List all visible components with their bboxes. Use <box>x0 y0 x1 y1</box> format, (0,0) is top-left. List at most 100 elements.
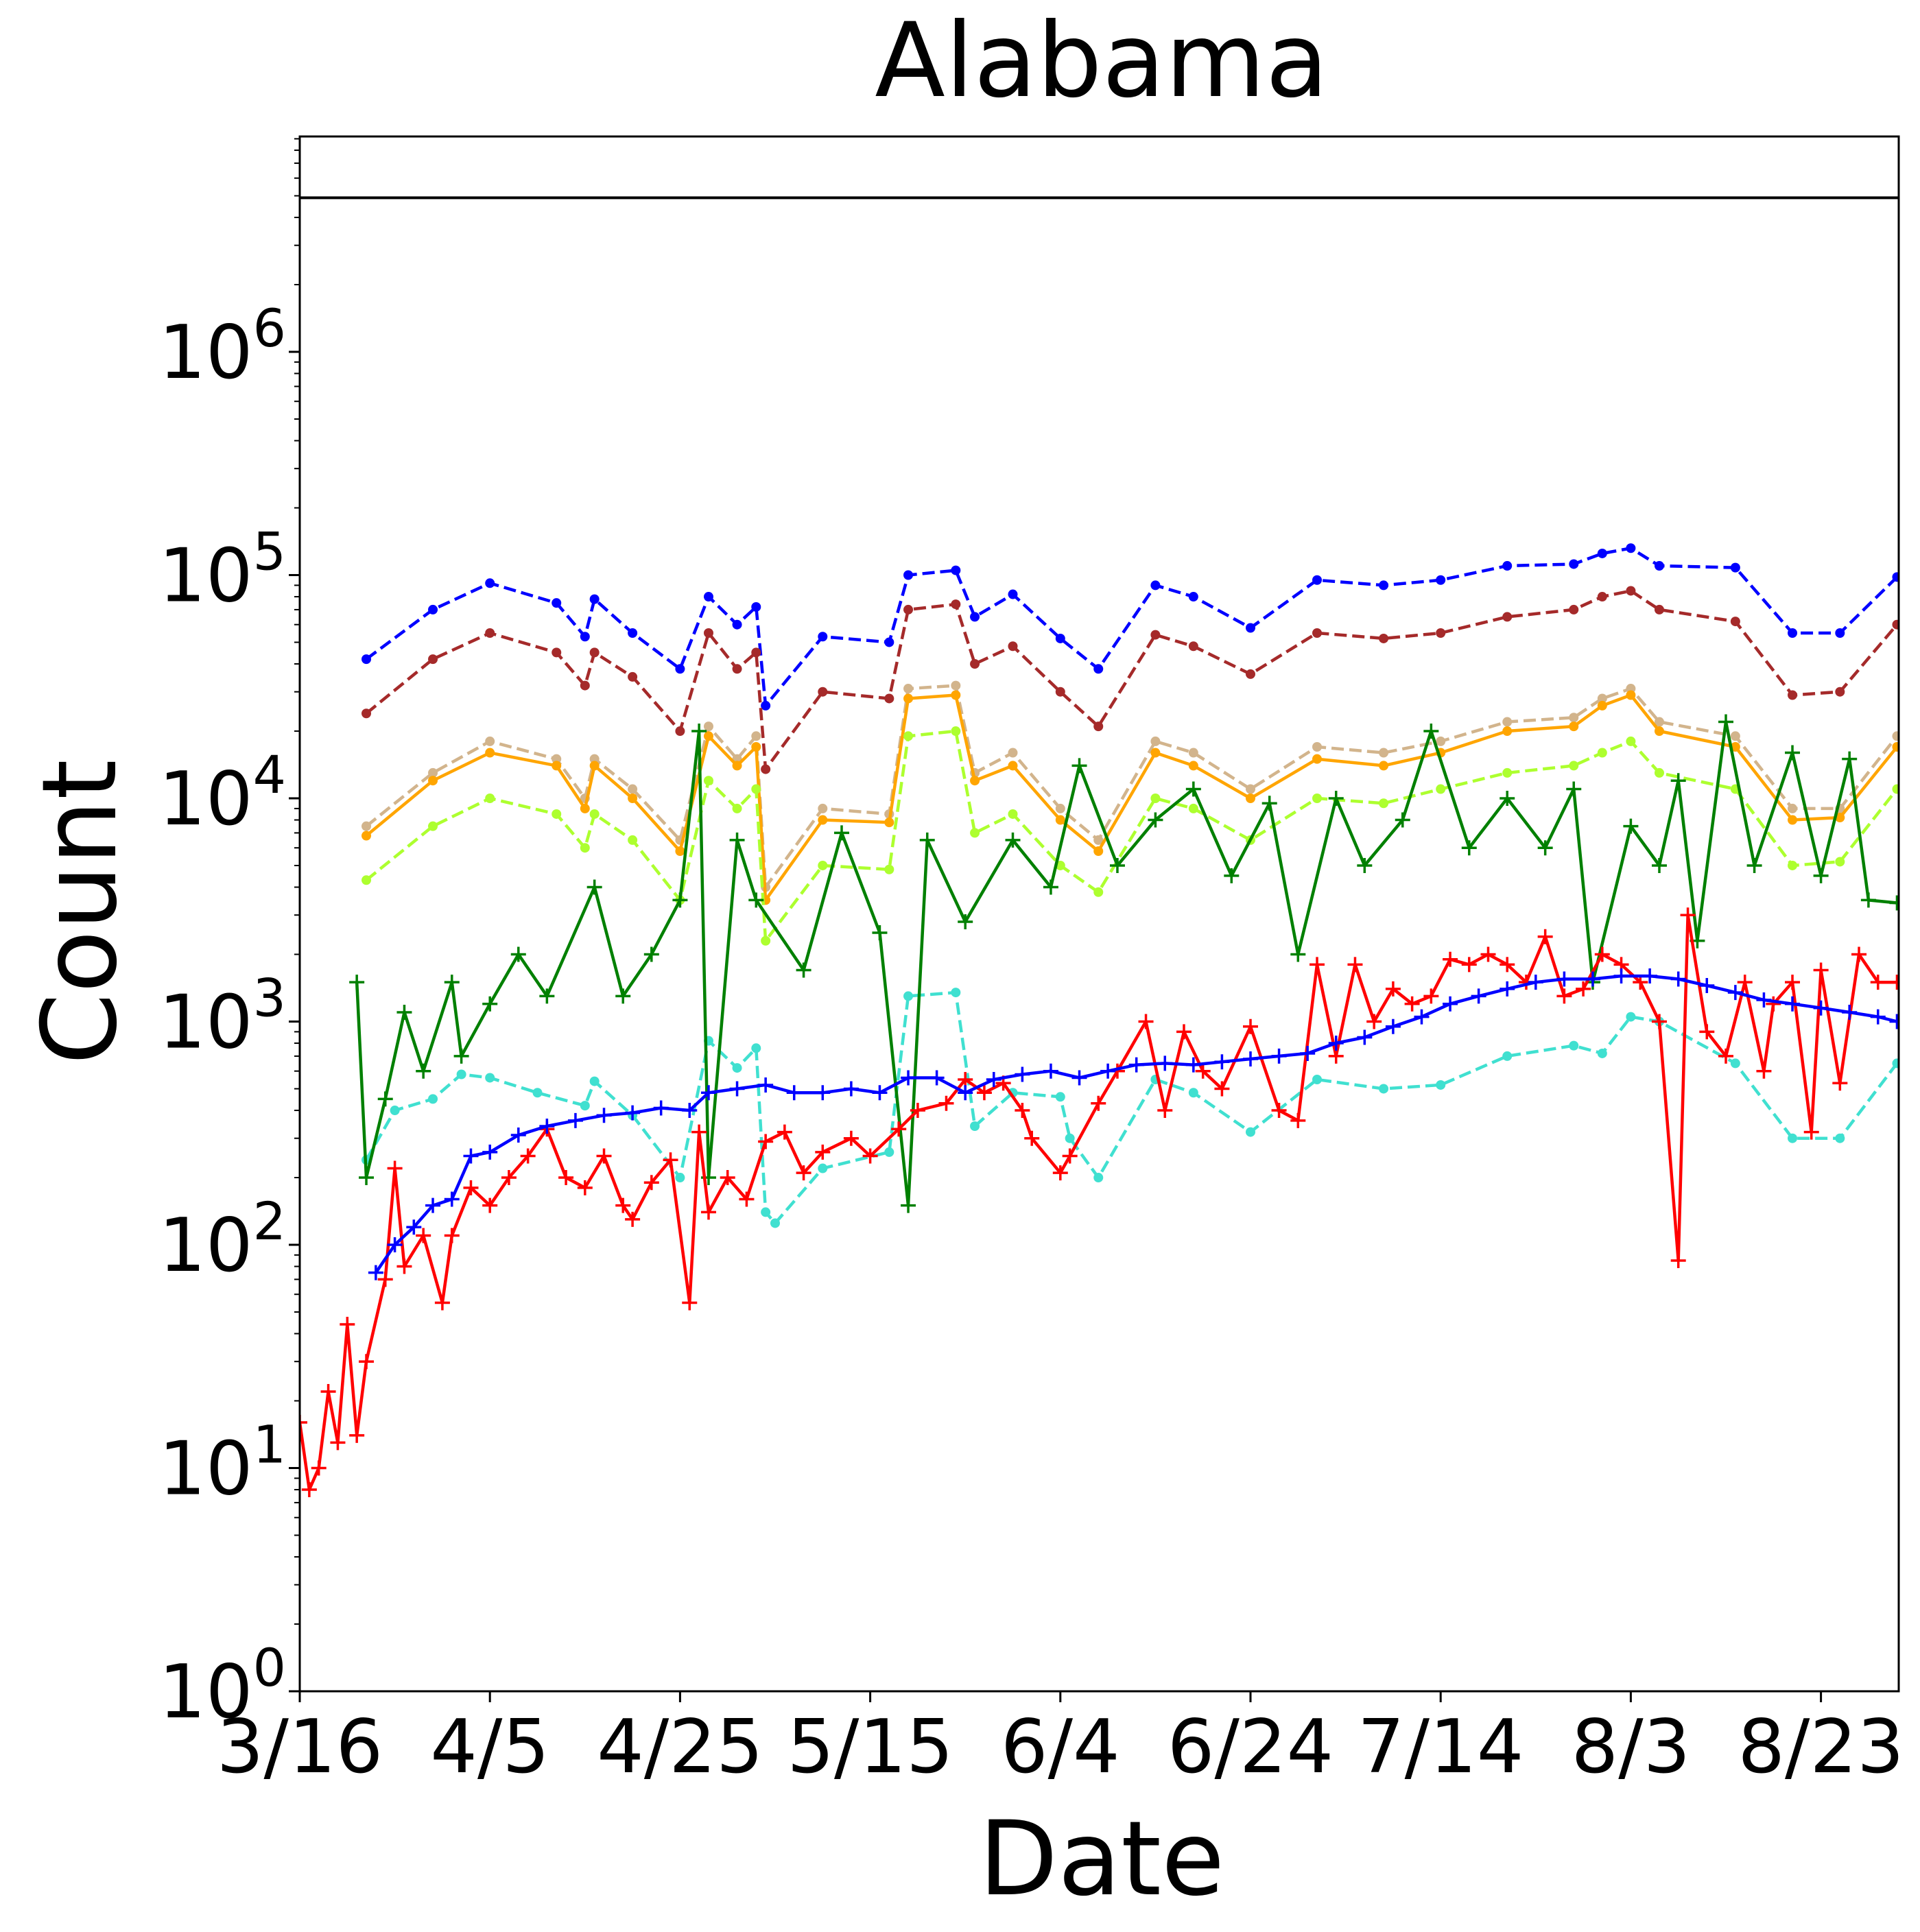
data-point <box>682 1295 698 1311</box>
data-point <box>628 628 638 639</box>
data-point <box>903 604 914 615</box>
data-point <box>362 821 372 831</box>
data-point <box>1623 818 1639 834</box>
data-point <box>1756 992 1772 1007</box>
data-point <box>675 846 685 857</box>
data-point <box>682 1103 698 1119</box>
data-point <box>390 1106 400 1116</box>
data-point <box>901 1070 916 1086</box>
data-point <box>1243 1051 1258 1067</box>
data-point <box>1500 957 1515 973</box>
data-point <box>739 1191 755 1207</box>
data-point <box>1443 996 1458 1012</box>
data-point <box>1502 717 1513 727</box>
data-point <box>1788 628 1798 639</box>
series-6 <box>362 988 1899 1228</box>
data-point <box>1569 761 1579 771</box>
data-point <box>552 598 562 608</box>
data-point <box>1737 975 1753 990</box>
data-point <box>786 1085 802 1101</box>
data-point <box>1414 1009 1430 1025</box>
data-point <box>1835 628 1845 639</box>
data-point <box>1813 868 1829 883</box>
x-tick-label: 7/14 <box>1358 1704 1524 1790</box>
data-point <box>970 659 980 669</box>
data-point <box>485 794 495 803</box>
data-point <box>1008 748 1018 758</box>
data-point <box>1594 946 1610 962</box>
data-point <box>751 601 761 612</box>
data-point <box>1537 840 1553 856</box>
data-point <box>1188 641 1198 652</box>
data-point <box>1128 1057 1144 1073</box>
data-point <box>1246 794 1255 803</box>
data-point <box>1093 835 1104 845</box>
data-point <box>729 832 745 848</box>
data-point <box>1008 809 1018 819</box>
data-point <box>843 1081 859 1097</box>
data-point <box>1889 975 1899 990</box>
data-point <box>1091 1095 1106 1111</box>
data-point <box>596 1148 612 1164</box>
data-point <box>1576 981 1591 997</box>
data-point <box>300 1415 307 1431</box>
data-point <box>751 647 761 658</box>
data-point <box>1892 572 1899 582</box>
data-point <box>1556 988 1572 1004</box>
data-point <box>1785 996 1801 1012</box>
data-point <box>362 875 372 885</box>
data-point <box>1870 1009 1886 1025</box>
data-point <box>1008 641 1018 652</box>
data-point <box>1670 1252 1686 1268</box>
data-point <box>951 988 961 998</box>
data-point <box>1892 619 1899 630</box>
data-point <box>703 721 713 732</box>
data-point <box>732 1063 742 1073</box>
data-point <box>428 767 438 778</box>
data-point <box>818 687 828 697</box>
data-point <box>1379 1084 1389 1094</box>
data-point <box>368 1265 383 1280</box>
y-tick-label: 103 <box>158 968 286 1066</box>
data-point <box>1670 971 1686 987</box>
x-tick-label: 8/23 <box>1738 1704 1904 1790</box>
data-point <box>349 975 365 990</box>
data-point <box>1569 1040 1579 1051</box>
data-point <box>558 1170 574 1186</box>
y-axis-label: Count <box>21 759 140 1064</box>
data-point <box>485 578 495 588</box>
data-point <box>1788 1133 1798 1143</box>
data-point <box>444 975 460 990</box>
data-point <box>1585 971 1600 987</box>
data-point <box>751 1043 761 1053</box>
y-tick-label: 104 <box>158 744 286 842</box>
data-point <box>596 1108 612 1123</box>
data-point <box>463 1148 479 1164</box>
data-point <box>1347 957 1363 973</box>
data-point <box>1699 1024 1715 1040</box>
data-point <box>552 647 562 658</box>
data-point <box>1043 879 1058 895</box>
data-point <box>1730 562 1740 573</box>
data-point <box>1597 592 1607 602</box>
data-point <box>1312 575 1323 585</box>
data-point <box>1188 761 1198 771</box>
data-point <box>1328 1036 1344 1051</box>
data-point <box>482 1197 498 1213</box>
data-point <box>1785 975 1801 990</box>
data-point <box>1312 754 1323 764</box>
y-tick-label: 105 <box>158 521 286 619</box>
data-point <box>1597 1048 1607 1058</box>
data-point <box>1642 968 1658 984</box>
data-point <box>815 1085 831 1101</box>
data-point <box>1803 1124 1819 1140</box>
data-point <box>1835 687 1845 697</box>
data-point <box>777 1124 792 1140</box>
data-point <box>703 592 713 602</box>
data-point <box>1730 617 1740 627</box>
data-point <box>1528 975 1543 990</box>
data-point <box>615 1197 631 1213</box>
data-point <box>1052 1165 1068 1181</box>
data-point <box>1461 840 1477 856</box>
